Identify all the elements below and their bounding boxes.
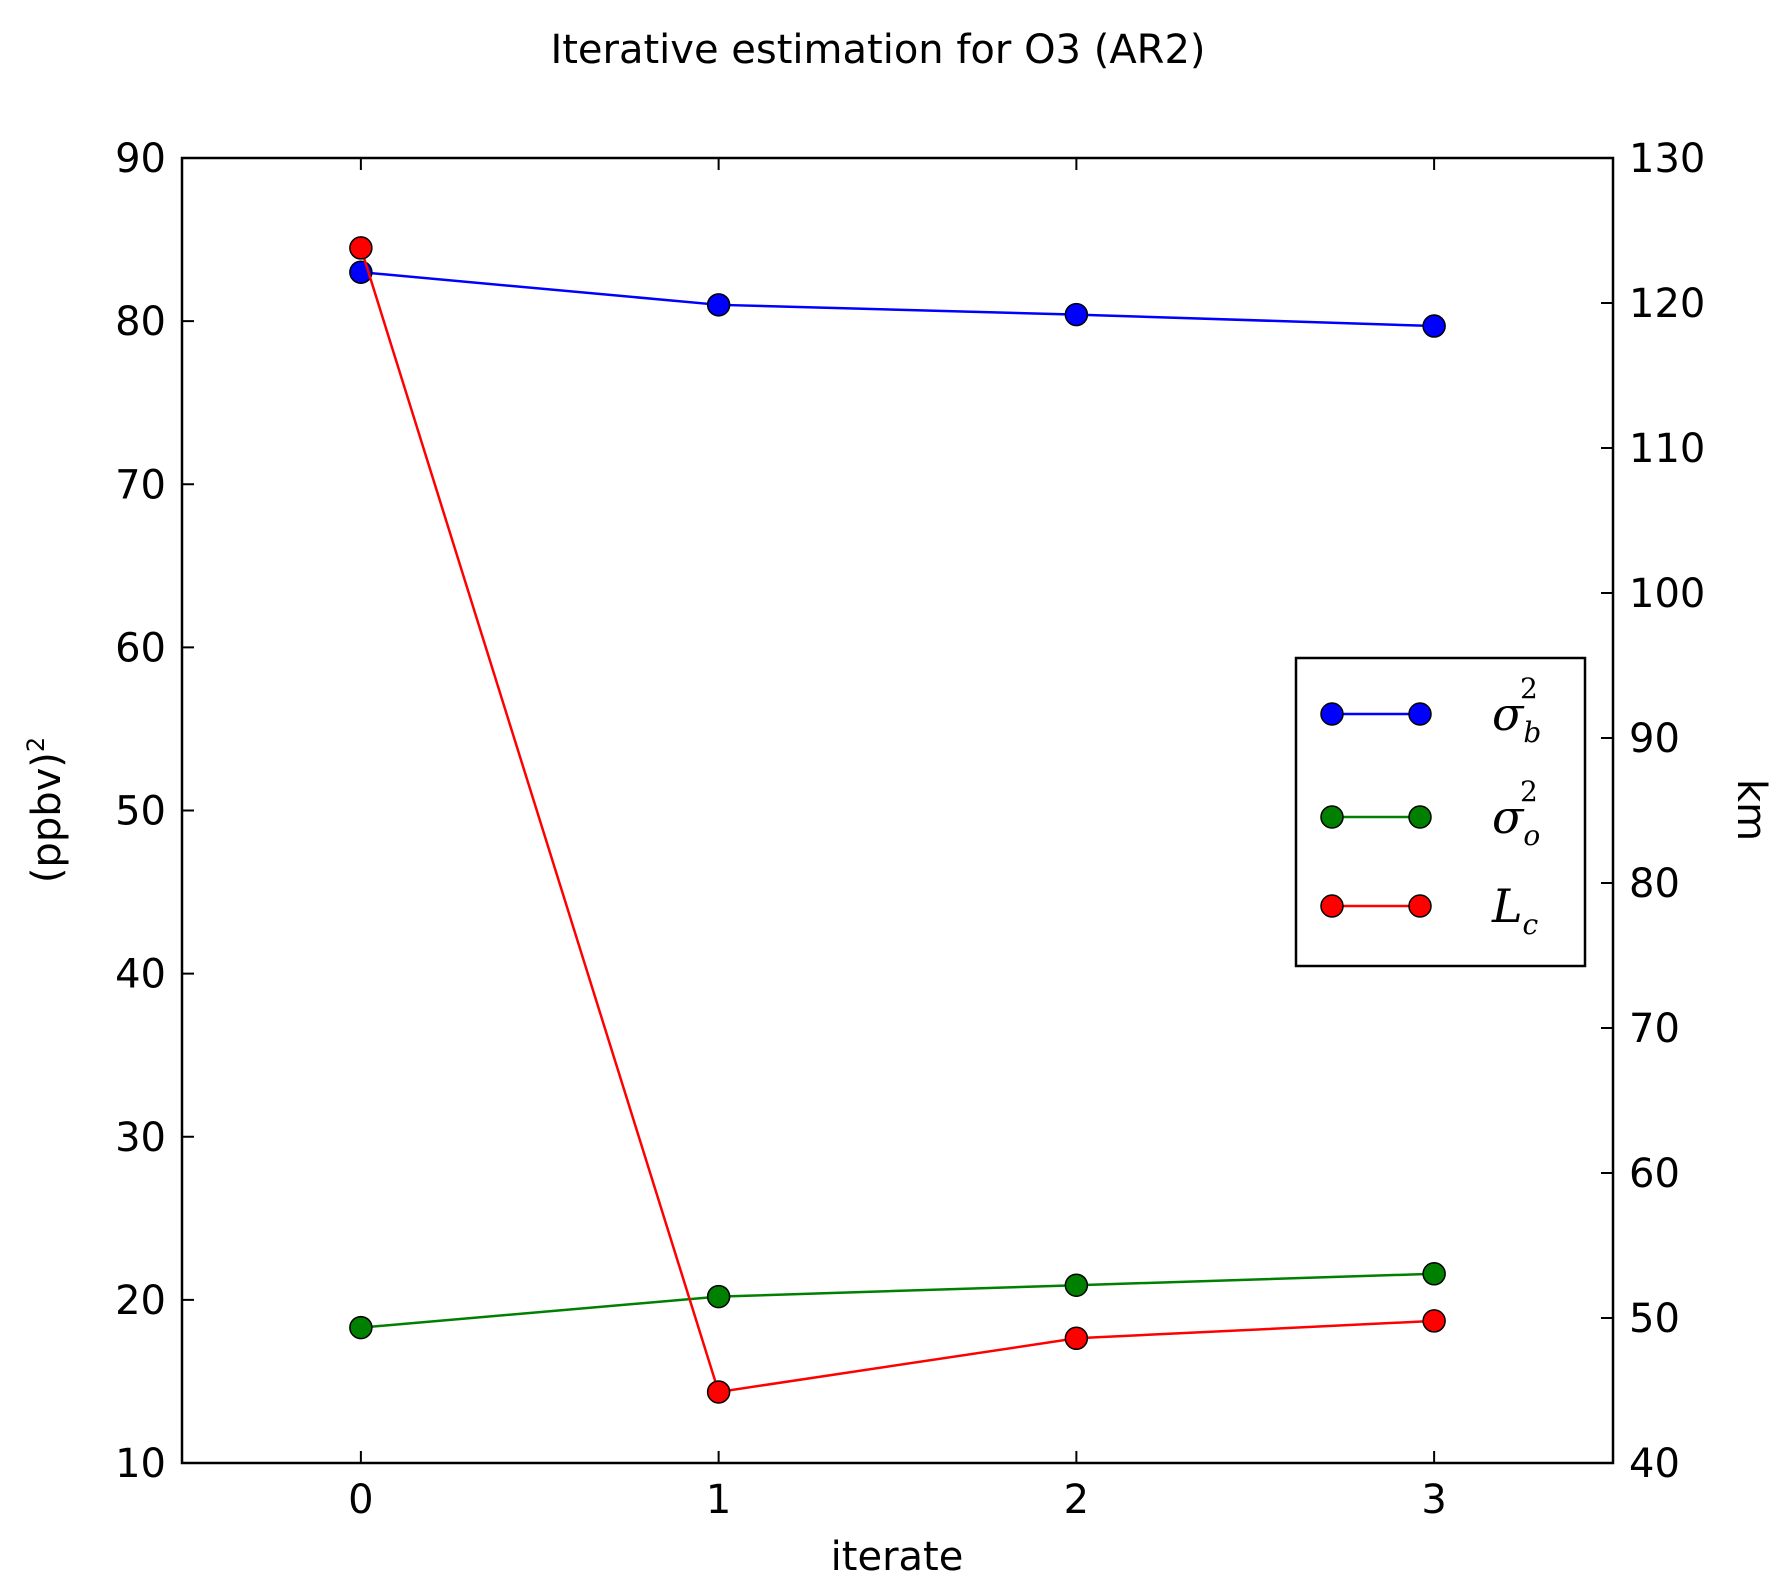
y2-tick-label: 70: [1629, 1006, 1680, 1052]
y-tick-label: 50: [115, 789, 166, 835]
legend-marker-2: [1320, 805, 1344, 829]
legend-marker-3: [1320, 894, 1344, 918]
y-tick-label: 70: [115, 462, 166, 508]
series-point-3: [1422, 1309, 1446, 1333]
x-tick-label: 3: [1421, 1477, 1446, 1523]
y2-tick-label: 50: [1629, 1296, 1680, 1342]
y2-tick-label: 120: [1629, 281, 1705, 327]
y-tick-label: 40: [115, 952, 166, 998]
legend-marker-1: [1320, 702, 1344, 726]
y-axis-label-superscript: 2: [22, 737, 50, 752]
series-line-3: [359, 247, 1435, 1394]
series-point-3: [349, 236, 373, 260]
y-tick-label: 10: [115, 1441, 166, 1487]
legend-marker-2: [1408, 805, 1432, 829]
series-point-3: [1064, 1326, 1089, 1351]
legend-frame: [1294, 656, 1587, 968]
x-tick-label: 2: [1064, 1477, 1089, 1523]
legend: σb2 σo2 Lc: [1294, 656, 1587, 968]
y-tick-label: 30: [115, 1115, 166, 1161]
series-point-2: [706, 1284, 731, 1309]
series-point-1: [706, 293, 731, 317]
y2-tick-label: 130: [1629, 136, 1705, 182]
legend-marker-3: [1408, 894, 1432, 918]
series-point-3: [706, 1380, 731, 1404]
y-axis-label-group: (ppbv)2: [22, 737, 70, 883]
y2-tick-label: 80: [1629, 861, 1680, 907]
y2-axis-label-group: km: [1728, 779, 1774, 841]
y2-axis-label: km: [1728, 779, 1774, 841]
legend-label-3: Lc: [1491, 879, 1539, 941]
x-tick-label: 0: [348, 1477, 373, 1523]
legend-label-1: σb2: [1492, 672, 1541, 749]
series-point-2: [1064, 1273, 1089, 1297]
y-tick-label: 80: [115, 299, 166, 345]
series-line-2: [360, 1272, 1435, 1329]
x-axis-label: iterate: [831, 1534, 964, 1580]
series-point-1: [1064, 302, 1089, 327]
y2-tick-label: 60: [1629, 1151, 1680, 1197]
y2-tick-label: 110: [1629, 426, 1705, 472]
x-tick-label: 1: [706, 1477, 731, 1523]
y-tick-label: 90: [115, 136, 166, 182]
y2-tick-label: 40: [1629, 1441, 1680, 1487]
series-line-1: [360, 270, 1435, 328]
chart-title: Iterative estimation for O3 (AR2): [550, 27, 1205, 73]
series-point-1: [1422, 314, 1446, 338]
y-axis-label-text: (ppbv): [24, 752, 70, 883]
y2-tick-label: 100: [1629, 571, 1705, 617]
series-point-2: [349, 1315, 373, 1340]
y2-tick-label: 90: [1629, 716, 1680, 762]
legend-marker-1: [1408, 702, 1432, 726]
y-tick-label: 60: [115, 625, 166, 671]
series-point-2: [1422, 1262, 1446, 1286]
y-tick-label: 20: [115, 1278, 166, 1324]
y-axis-label: (ppbv)2: [22, 737, 70, 883]
legend-label-2: σo2: [1492, 775, 1540, 852]
